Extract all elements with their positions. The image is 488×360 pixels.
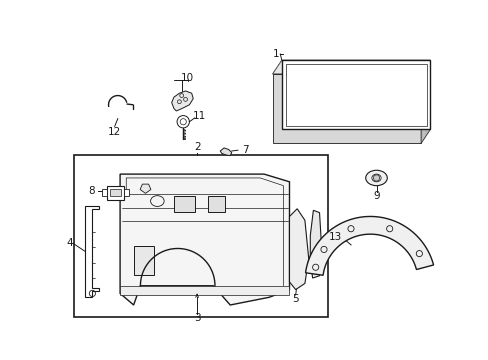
Text: 12: 12 bbox=[108, 127, 121, 137]
Bar bbox=[133, 246, 154, 275]
Polygon shape bbox=[420, 60, 429, 143]
Text: 2: 2 bbox=[193, 142, 200, 152]
Text: 7: 7 bbox=[242, 145, 248, 155]
Circle shape bbox=[373, 175, 379, 181]
Polygon shape bbox=[310, 210, 321, 278]
Text: 6: 6 bbox=[320, 246, 327, 256]
Text: 13: 13 bbox=[328, 232, 342, 242]
Text: 10: 10 bbox=[181, 73, 194, 83]
Polygon shape bbox=[305, 216, 433, 275]
Bar bbox=[102, 189, 107, 195]
Ellipse shape bbox=[365, 170, 386, 186]
Text: 5: 5 bbox=[292, 294, 298, 304]
Bar bbox=[123, 189, 128, 195]
Text: 11: 11 bbox=[192, 111, 205, 121]
Polygon shape bbox=[272, 60, 429, 74]
Polygon shape bbox=[120, 174, 289, 305]
Bar bbox=[208, 195, 224, 212]
Polygon shape bbox=[220, 148, 231, 156]
Text: 4: 4 bbox=[66, 238, 72, 248]
Polygon shape bbox=[289, 209, 308, 289]
Text: 9: 9 bbox=[372, 191, 379, 201]
Text: 1: 1 bbox=[272, 49, 279, 59]
Polygon shape bbox=[85, 206, 99, 297]
Bar bbox=[74, 155, 327, 316]
Polygon shape bbox=[140, 184, 151, 193]
Polygon shape bbox=[281, 60, 429, 130]
Bar bbox=[107, 186, 123, 199]
Polygon shape bbox=[272, 74, 420, 143]
Ellipse shape bbox=[371, 174, 380, 182]
Bar bbox=[120, 286, 289, 295]
Bar bbox=[174, 195, 194, 212]
Polygon shape bbox=[171, 91, 193, 111]
Text: 3: 3 bbox=[193, 313, 200, 323]
Text: 8: 8 bbox=[88, 186, 95, 196]
Bar bbox=[110, 189, 121, 197]
